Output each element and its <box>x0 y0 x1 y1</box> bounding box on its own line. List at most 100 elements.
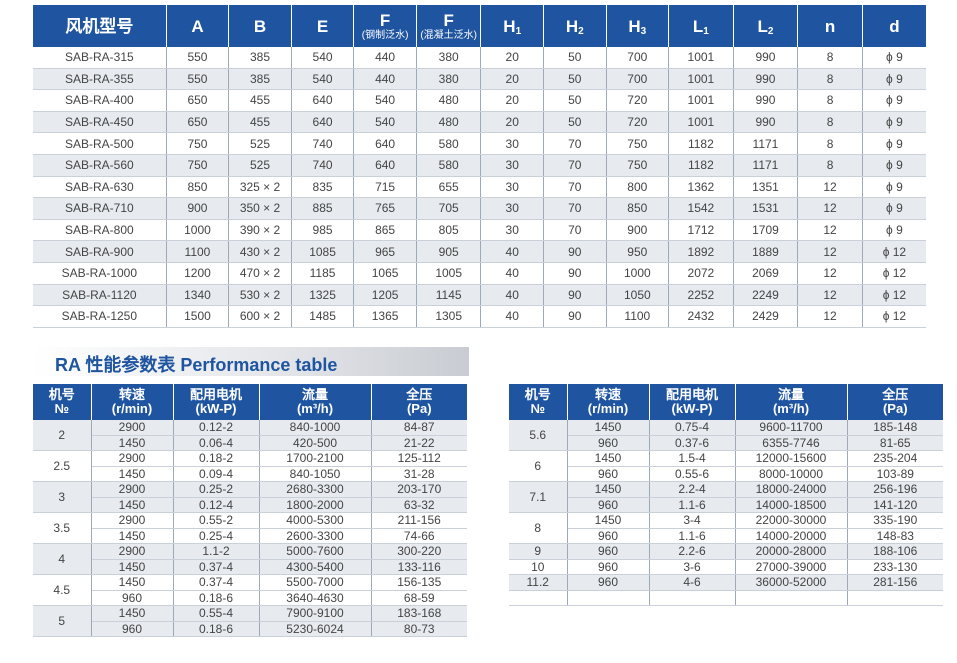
table-cell: 233-130 <box>847 559 943 575</box>
table-cell: 5500-7000 <box>259 574 372 591</box>
table-cell: 335-190 <box>847 512 943 529</box>
table-row: 960 0.37-6 6355-7746 81-65 <box>509 435 943 451</box>
table-cell: 50 <box>543 89 607 112</box>
table-cell: 183-168 <box>371 605 467 622</box>
table-row: 11.2 960 4-6 36000-52000 281-156 <box>509 574 943 591</box>
performance-table-right: 机号 № 转速 (r/min) 配用电机 (kW-P) 流量 (m³/h) 全压 (Pa) 5.6… <box>509 384 943 606</box>
table-cell: 1700-2100 <box>259 450 372 467</box>
table-cell: 640 <box>291 111 355 134</box>
table-row: SAB-RA-315 550 385 540 440 380 20 50 700 1001 990 8… <box>33 47 926 69</box>
table-cell: 1001 <box>668 89 734 112</box>
machine-number-cell: 5.6 <box>509 420 568 451</box>
table-cell: 0.55-2 <box>173 512 260 529</box>
table-cell: 5000-7600 <box>259 543 372 560</box>
table-cell: 1145 <box>416 284 482 307</box>
table-cell: 2072 <box>668 262 734 285</box>
performance-table-header: 机号 № 转速 (r/min) 配用电机 (kW-P) 流量 (m³/h) 全压 (Pa) <box>33 384 467 420</box>
table-cell: ϕ 12 <box>862 284 926 307</box>
table-cell: 470 × 2 <box>228 262 292 285</box>
table-cell: ϕ 9 <box>862 132 926 155</box>
table-cell: 2432 <box>668 305 734 328</box>
table-cell <box>567 590 650 606</box>
table-cell: 12 <box>797 305 863 328</box>
table-cell: 2.2-4 <box>649 481 736 498</box>
table-cell: 540 <box>291 47 355 69</box>
table-cell: 2900 <box>91 512 174 529</box>
table-cell: 1.5-4 <box>649 450 736 467</box>
column-header: F (钢制泛水) <box>353 5 417 47</box>
column-header-label: L <box>692 16 704 36</box>
table-cell: 420-500 <box>259 435 372 451</box>
table-row: 5.6 1450 0.75-4 9600-11700 185-148 <box>509 420 943 451</box>
column-header: L2 <box>733 5 799 47</box>
column-header: n <box>797 5 863 47</box>
table-row: 9 960 2.2-6 20000-28000 188-106 <box>509 543 943 560</box>
table-cell: 1450 <box>91 574 174 591</box>
column-header-subscript: 3 <box>640 25 647 37</box>
table-cell: 90 <box>543 284 607 307</box>
table-cell: 960 <box>91 621 174 637</box>
table-cell <box>649 590 736 606</box>
table-cell: 0.37-6 <box>649 435 736 451</box>
table-cell: 40 <box>480 262 544 285</box>
table-cell: 70 <box>543 197 607 220</box>
table-cell: 70 <box>543 154 607 177</box>
table-cell: 385 <box>228 47 292 69</box>
table-cell: 20 <box>480 47 544 69</box>
table-cell: 715 <box>353 176 417 199</box>
table-cell: 960 <box>567 528 650 544</box>
table-cell: 990 <box>733 68 799 91</box>
table-cell: 30 <box>480 197 544 220</box>
table-row: 1450 0.37-4 4300-5400 133-116 <box>33 559 467 575</box>
performance-table-header: 机号 № 转速 (r/min) 配用电机 (kW-P) 流量 (m³/h) 全压 (Pa) <box>509 384 943 420</box>
table-cell: 1205 <box>353 284 417 307</box>
table-cell: 525 <box>228 132 292 155</box>
table-cell: 90 <box>543 262 607 285</box>
table-cell: 865 <box>353 219 417 242</box>
table-cell: 30 <box>480 132 544 155</box>
column-header-label: F <box>443 10 454 30</box>
table-cell: 8 <box>797 111 863 134</box>
table-cell: 8 <box>797 154 863 177</box>
table-row: 4.5 1450 0.37-4 5500-7000 156-135 <box>33 574 467 606</box>
table-cell: 188-106 <box>847 543 943 560</box>
column-header: 转速 (r/min) <box>91 384 174 420</box>
table-cell: 1325 <box>291 284 355 307</box>
table-cell: 40 <box>480 240 544 263</box>
table-cell: 2900 <box>91 481 174 498</box>
column-header: H1 <box>480 5 544 47</box>
table-cell: 705 <box>416 197 482 220</box>
table-cell: 1362 <box>668 176 734 199</box>
section-title: RA 性能参数表 Performance table <box>55 355 338 375</box>
table-cell: 720 <box>606 89 670 112</box>
column-header-unit: (m³/h) <box>772 401 810 416</box>
table-cell: 70 <box>543 219 607 242</box>
column-header-subscript: 2 <box>578 25 584 37</box>
table-cell: 1450 <box>91 528 174 544</box>
table-cell: 1450 <box>567 512 650 529</box>
column-header-unit: (r/min) <box>111 401 153 416</box>
table-row: SAB-RA-400 650 455 640 540 480 20 50 720 1001 990 8… <box>33 89 926 112</box>
table-cell: 1450 <box>91 605 174 622</box>
column-header-subscript: 1 <box>703 25 709 37</box>
model-cell: SAB-RA-400 <box>33 89 167 112</box>
column-header-label: E <box>316 16 329 36</box>
column-header: d <box>862 5 926 47</box>
table-cell: 40 <box>480 284 544 307</box>
table-cell: 1709 <box>733 219 799 242</box>
table-cell: 960 <box>567 574 650 591</box>
column-header-label: n <box>824 16 836 36</box>
table-cell: 30 <box>480 176 544 199</box>
table-cell: 1712 <box>668 219 734 242</box>
table-cell: 350 × 2 <box>228 197 292 220</box>
machine-number-cell: 10 <box>509 559 568 575</box>
table-cell: ϕ 12 <box>862 305 926 328</box>
table-cell: 1001 <box>668 47 734 69</box>
table-row: 8 1450 3-4 22000-30000 335-190 <box>509 512 943 544</box>
table-cell: 1065 <box>353 262 417 285</box>
column-header: 流量 (m³/h) <box>735 384 848 420</box>
column-header-label: 全压 <box>882 387 909 402</box>
table-cell: 1100 <box>606 305 670 328</box>
table-row: 960 1.1-6 14000-20000 148-83 <box>509 528 943 544</box>
table-cell: 960 <box>567 559 650 575</box>
